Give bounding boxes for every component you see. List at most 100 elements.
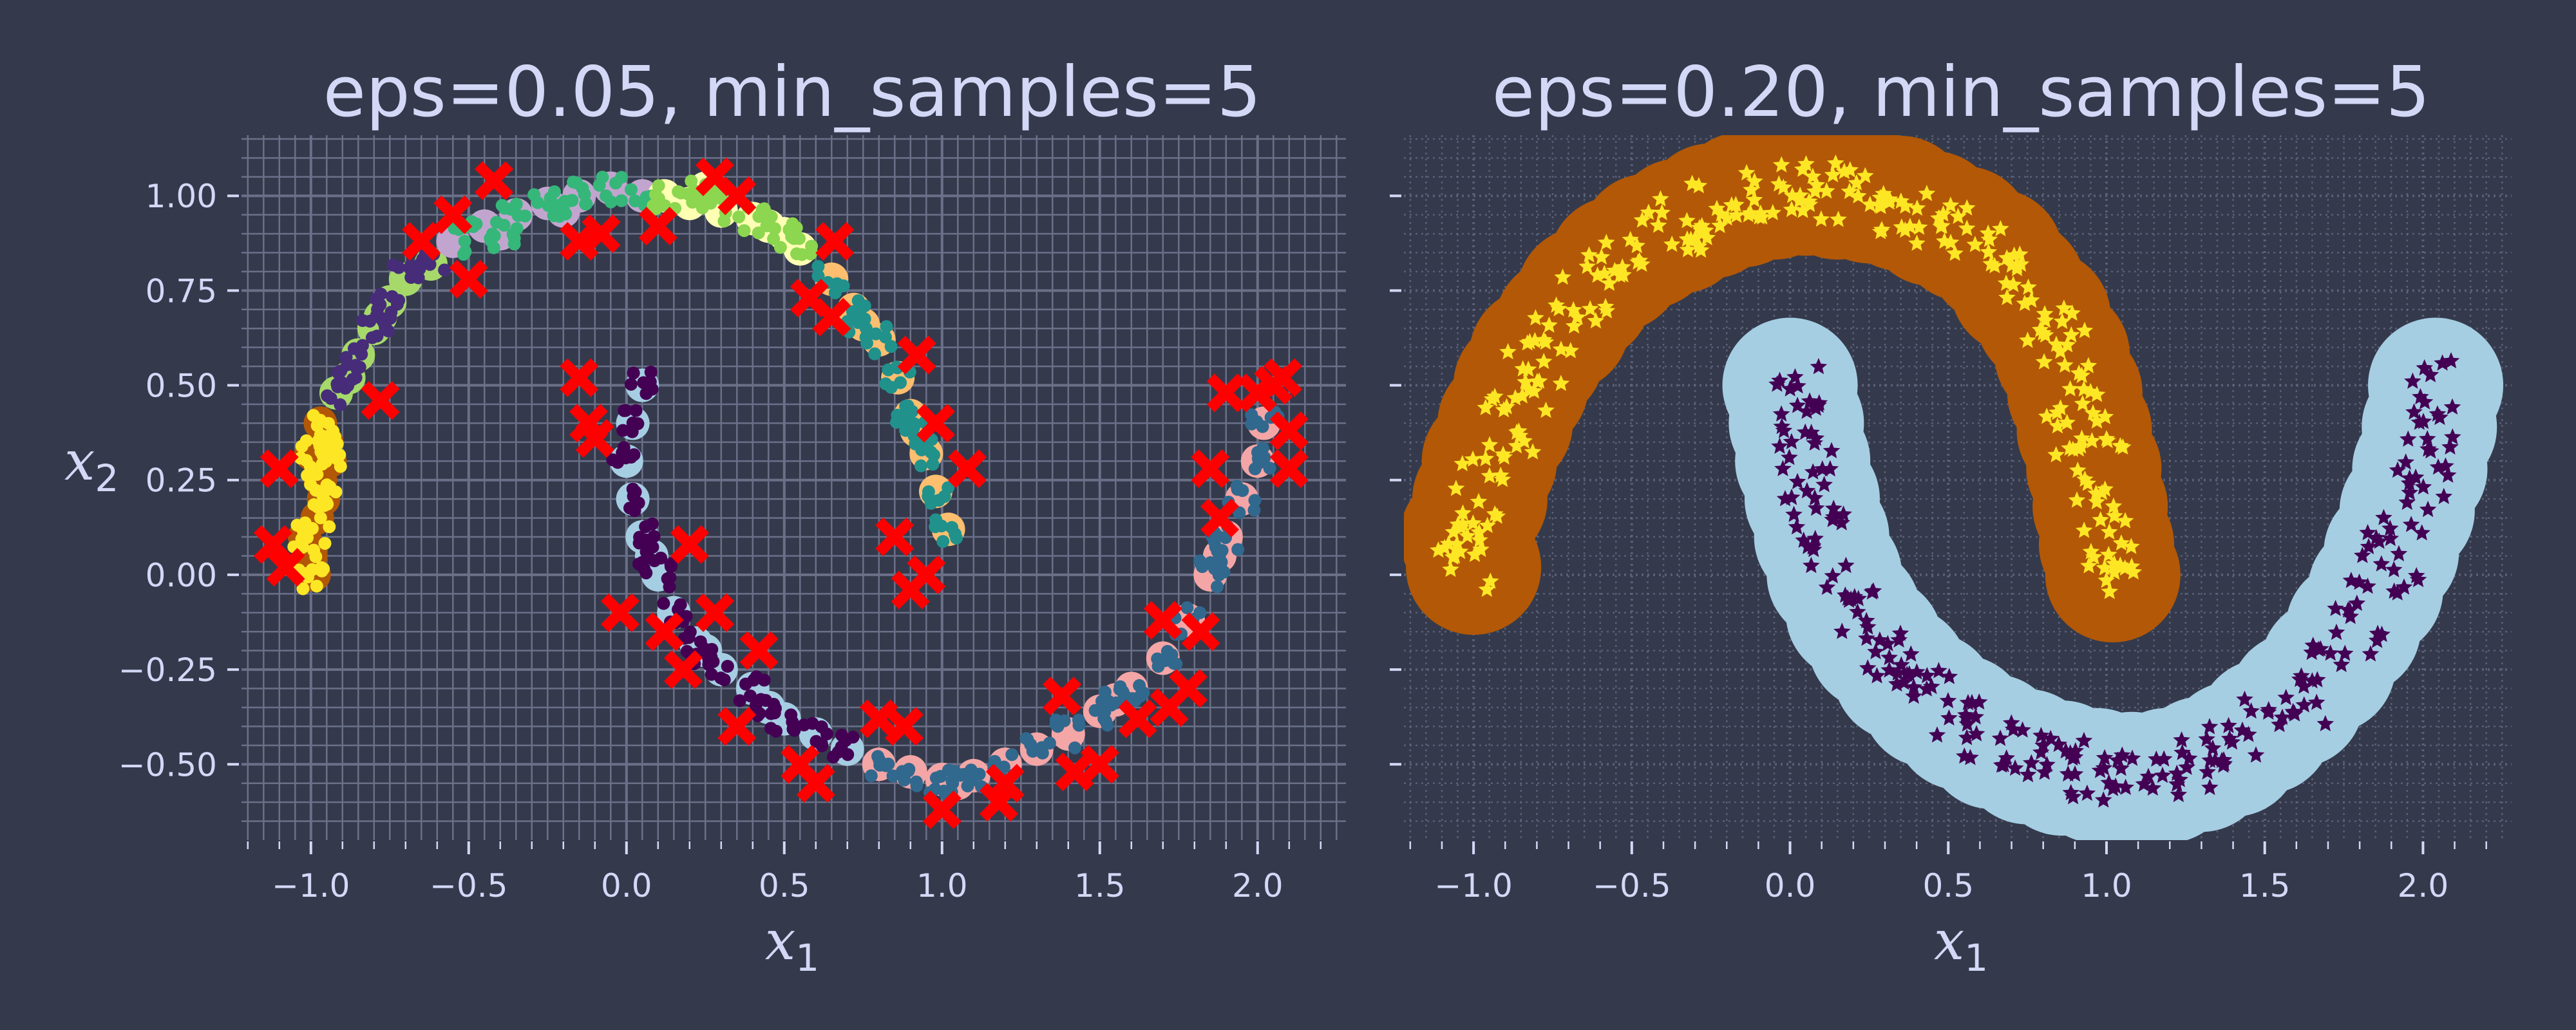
data-point [310,500,324,514]
data-point [2442,351,2460,369]
data-point [1679,241,1697,258]
data-point [1804,463,1822,480]
data-point [2104,780,2122,796]
data-point [2201,778,2219,796]
data-point [1879,635,1897,651]
data-point [1464,450,1482,467]
data-point [1596,297,1615,315]
data-point [1910,218,1928,235]
data-point [2032,727,2050,744]
noise-point [884,707,924,746]
data-point [2003,256,2021,273]
data-point [2180,749,2198,766]
data-point [1248,462,1262,476]
data-point [2277,689,2295,706]
data-point [674,186,688,200]
data-point [1652,190,1669,207]
data-point [315,564,328,577]
x-tick-label: 0.5 [759,867,810,904]
noise-point [645,612,684,651]
data-point [1958,729,1976,745]
data-point [644,366,658,379]
noise-point [1168,669,1208,708]
data-point [936,535,950,548]
data-point [497,218,511,232]
data-point [1858,629,1875,646]
data-point [2260,701,2277,718]
data-point [2016,294,2034,312]
data-point [1098,686,1112,699]
data-point [896,765,909,778]
chart-title: eps=0.20, min_samples=5 [1492,52,2430,133]
data-point [922,485,935,498]
data-point [649,202,663,216]
y-axis-label: x2 [64,429,118,500]
data-point [2204,739,2222,756]
data-point [1908,199,1926,216]
data-point [786,715,799,729]
data-point [1477,449,1495,467]
data-point [1514,360,1532,377]
data-point [596,171,609,184]
data-point [1600,274,1618,291]
data-point [868,347,882,360]
data-point [682,631,696,644]
data-point [2360,538,2378,554]
data-point [309,550,323,563]
data-point [2066,748,2084,765]
data-point [1783,200,1801,218]
data-point [2088,493,2106,510]
data-point [2055,299,2073,316]
noise-point [875,518,914,557]
data-point [2336,644,2354,661]
data-point [504,203,518,216]
data-point [2405,403,2423,420]
data-point [2068,491,2086,508]
data-point [1824,567,1842,584]
cluster-halos [1404,135,2504,840]
data-point [1483,390,1501,407]
data-point [1613,258,1631,275]
data-point [2397,453,2415,470]
data-point [2117,778,2134,795]
data-point [459,245,472,258]
data-point [747,673,761,687]
x-tick-label: 1.0 [2081,867,2132,904]
x-tick-label: −0.5 [1593,867,1671,904]
data-point [790,221,803,234]
data-point [2223,733,2241,750]
data-point [820,727,833,740]
data-point [1839,589,1857,606]
data-point [1992,220,2009,237]
noise-point [1191,449,1230,489]
data-point [2061,380,2079,397]
data-point [619,404,632,417]
data-point [2362,645,2380,662]
data-point [614,194,628,207]
data-point [1678,212,1696,229]
data-point [2092,511,2109,528]
data-point [1815,476,1833,492]
data-point [1615,266,1632,283]
data-point [2390,545,2408,561]
data-point [2123,749,2141,766]
data-point [1180,601,1194,615]
data-point [1857,612,1875,628]
data-point [2123,538,2140,554]
data-point [2173,731,2190,748]
data-point [2053,312,2071,330]
data-point [2398,493,2416,510]
data-point [2116,512,2134,529]
data-point [2354,547,2371,563]
data-point [1967,725,1985,742]
data-point [1993,756,2011,773]
data-point [2375,509,2392,525]
data-point [627,366,640,380]
data-point [1835,162,1853,180]
data-point [346,373,359,386]
data-point [1026,745,1039,758]
data-point [924,496,938,510]
data-point [1880,649,1898,666]
data-point [1806,182,1824,199]
data-point [2327,623,2345,641]
